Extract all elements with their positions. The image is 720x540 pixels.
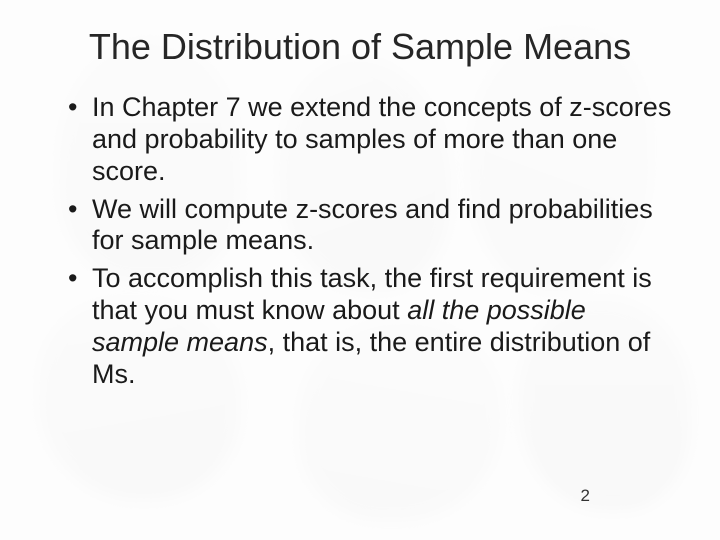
slide-title: The Distribution of Sample Means <box>46 24 674 68</box>
slide: The Distribution of Sample Means In Chap… <box>0 0 720 540</box>
bullet-item: In Chapter 7 we extend the concepts of z… <box>74 92 674 188</box>
bullet-text: We will compute z-scores and find probab… <box>92 194 653 256</box>
bullet-text: In Chapter 7 we extend the concepts of z… <box>92 92 671 186</box>
page-number: 2 <box>581 486 590 506</box>
bullet-item: We will compute z-scores and find probab… <box>74 194 674 258</box>
slide-content: The Distribution of Sample Means In Chap… <box>0 0 720 540</box>
bullet-list: In Chapter 7 we extend the concepts of z… <box>46 92 674 391</box>
bullet-item: To accomplish this task, the first requi… <box>74 263 674 390</box>
